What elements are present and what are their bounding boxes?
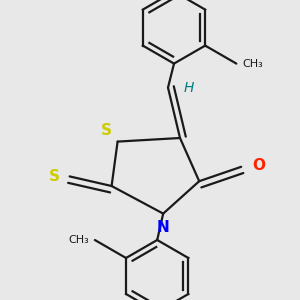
Text: O: O: [252, 158, 265, 173]
Text: S: S: [100, 123, 112, 138]
Text: CH₃: CH₃: [68, 235, 89, 245]
Text: H: H: [184, 81, 194, 94]
Text: N: N: [157, 220, 169, 235]
Text: S: S: [49, 169, 60, 184]
Text: CH₃: CH₃: [242, 58, 263, 69]
